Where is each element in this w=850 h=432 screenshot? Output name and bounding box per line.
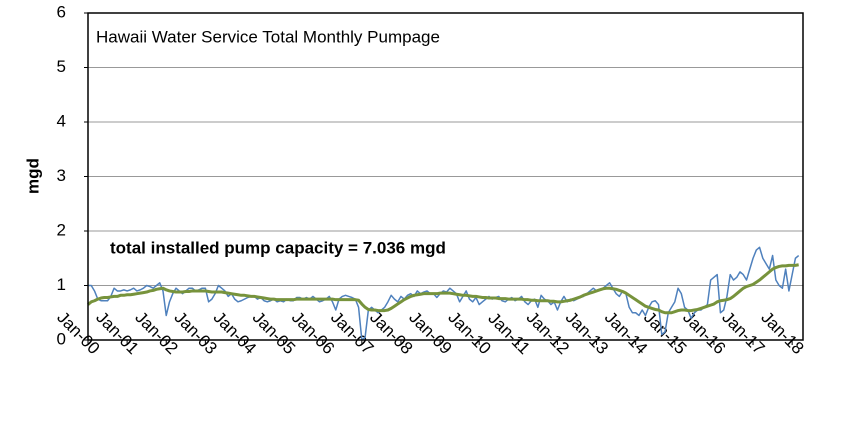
y-axis-label: mgd [23,158,42,194]
y-tick-label: 3 [57,166,66,185]
y-tick-label: 5 [57,57,66,76]
y-tick-label: 6 [57,2,66,21]
y-tick-label: 0 [57,329,66,348]
y-tick-label: 4 [57,111,66,130]
annotation: total installed pump capacity = 7.036 mg… [110,238,446,257]
y-tick-label: 1 [57,275,66,294]
chart-title: Hawaii Water Service Total Monthly Pumpa… [96,27,440,46]
data-line [87,263,799,315]
plot-border [87,12,804,341]
y-tick-label: 2 [57,220,66,239]
data-line [88,246,800,341]
